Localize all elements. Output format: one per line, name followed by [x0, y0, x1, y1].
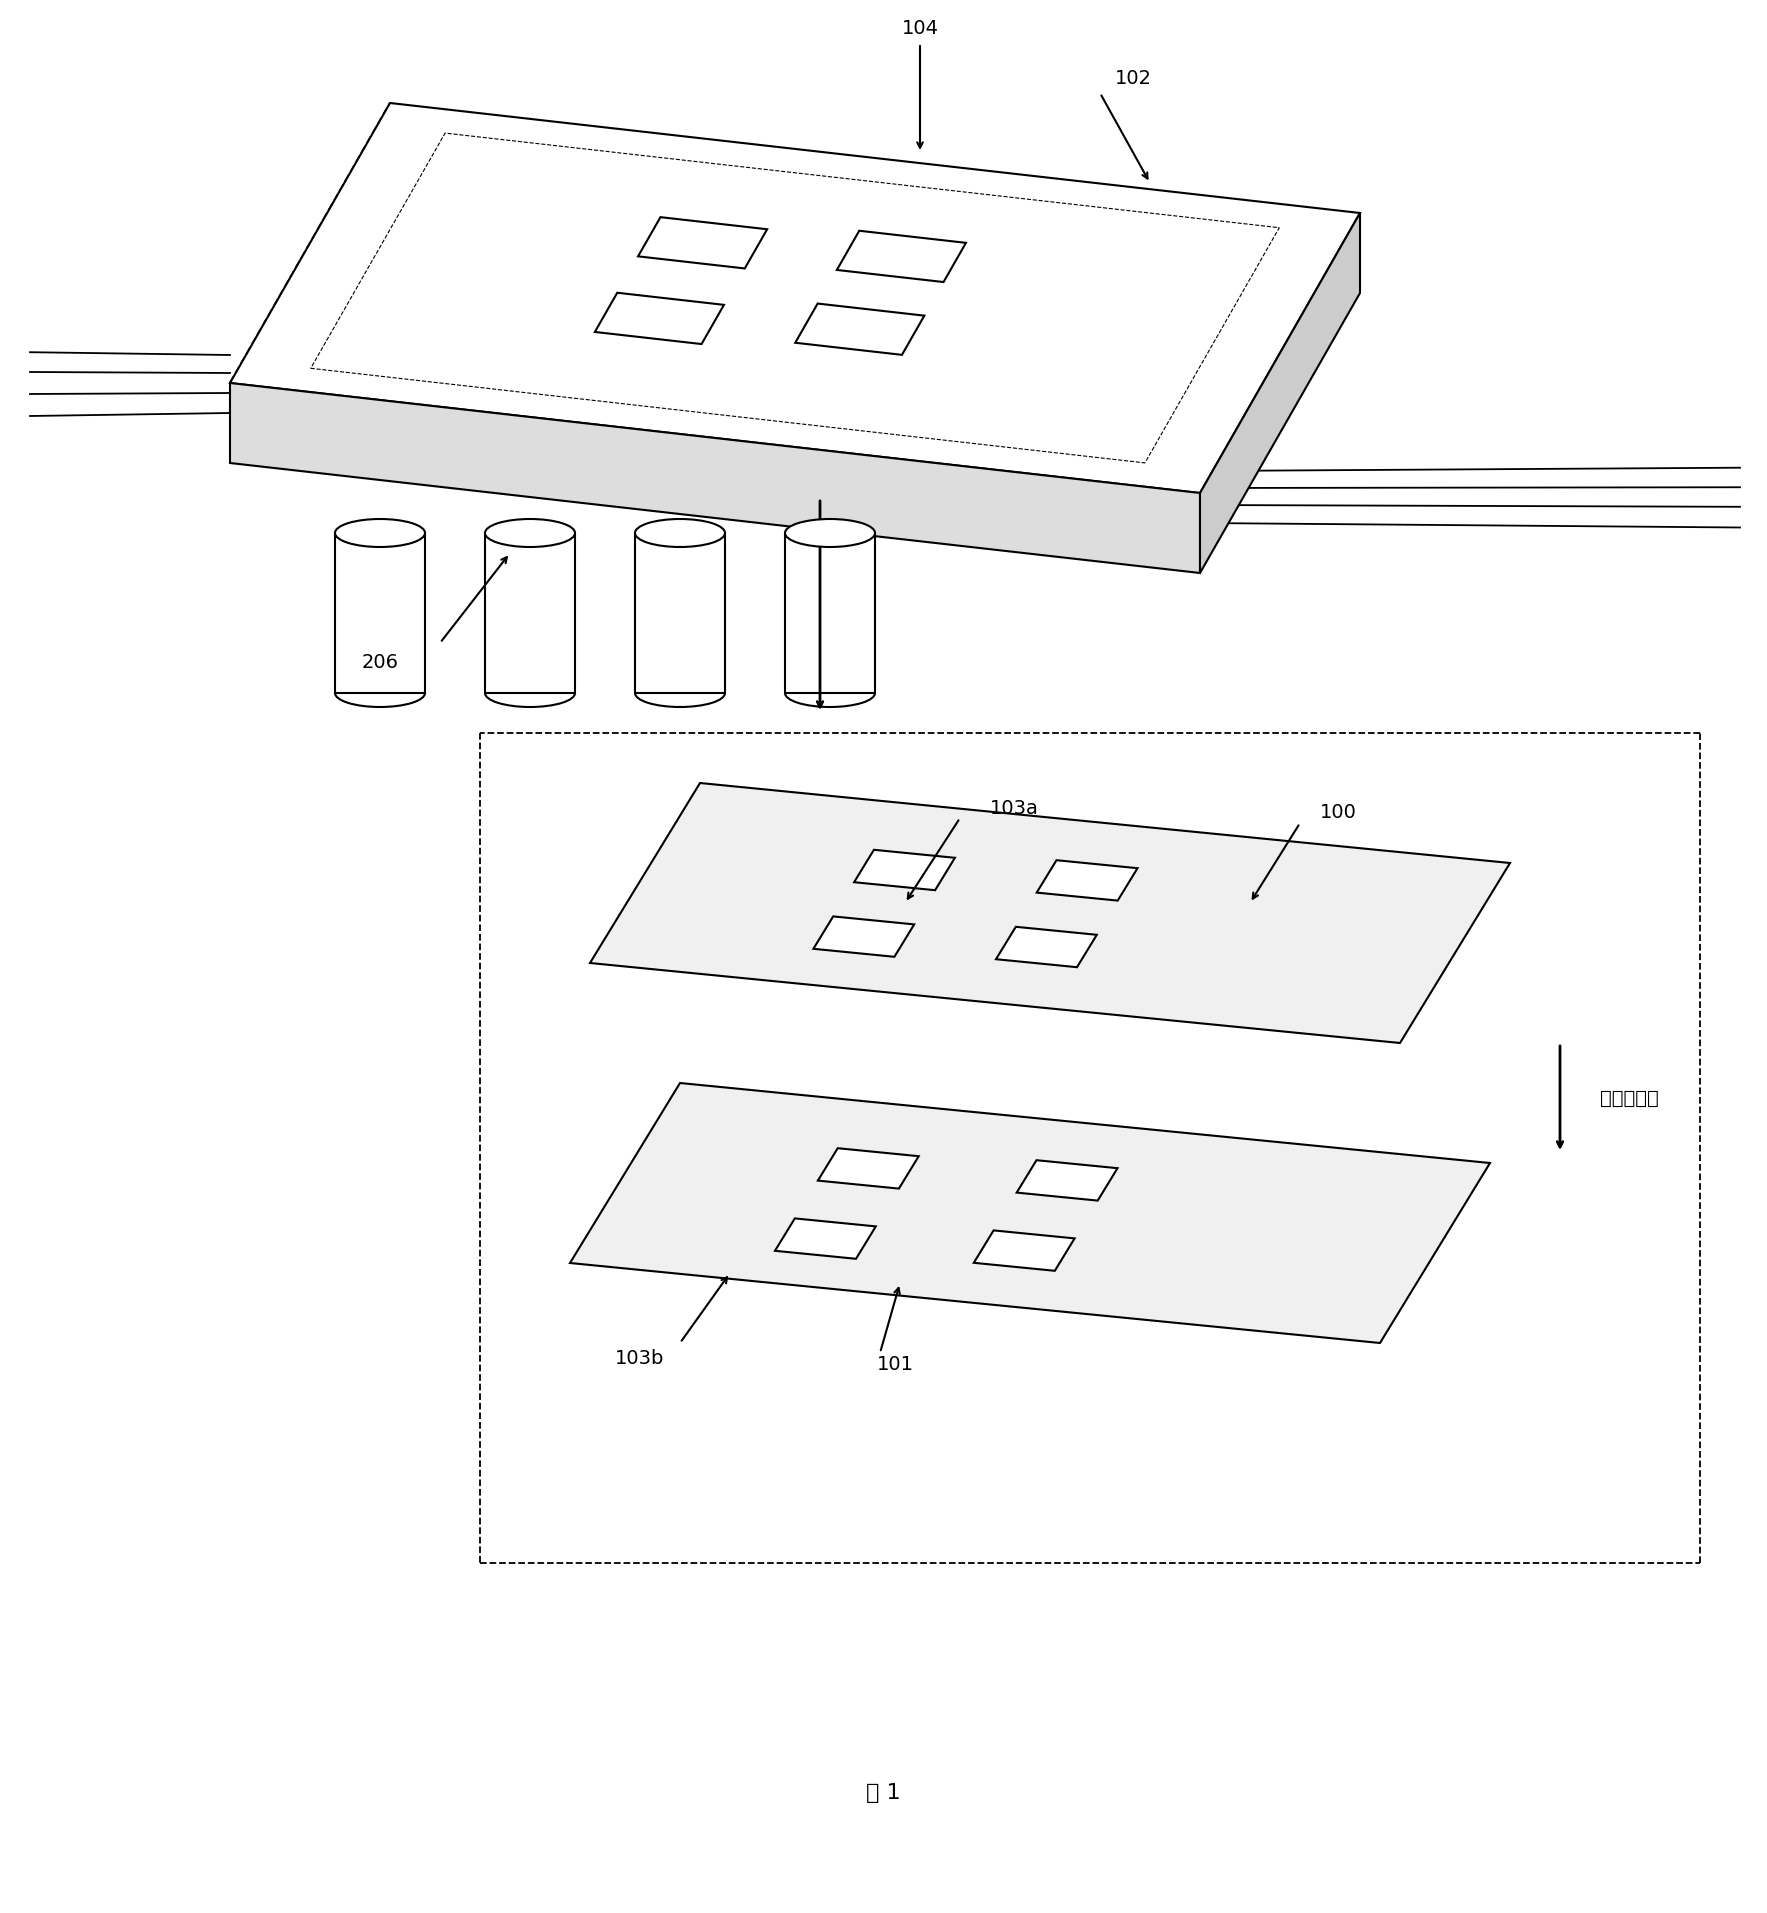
Text: 104: 104 — [901, 19, 938, 38]
Polygon shape — [776, 1219, 876, 1259]
Polygon shape — [785, 534, 875, 693]
Polygon shape — [595, 293, 724, 344]
Text: 103b: 103b — [615, 1349, 664, 1368]
Polygon shape — [571, 1083, 1490, 1343]
Ellipse shape — [336, 518, 426, 547]
Polygon shape — [230, 383, 1200, 574]
Polygon shape — [1016, 1159, 1117, 1201]
Ellipse shape — [785, 518, 875, 547]
Ellipse shape — [634, 518, 724, 547]
Text: 206: 206 — [362, 654, 399, 673]
Polygon shape — [484, 534, 574, 693]
Polygon shape — [974, 1230, 1074, 1270]
Text: 103a: 103a — [990, 798, 1039, 817]
Polygon shape — [1200, 212, 1361, 574]
Text: 102: 102 — [1115, 69, 1152, 88]
Polygon shape — [818, 1148, 919, 1188]
Text: 100: 100 — [1320, 803, 1357, 823]
Polygon shape — [853, 849, 954, 890]
Text: 图 1: 图 1 — [866, 1783, 901, 1802]
Polygon shape — [795, 304, 924, 354]
Polygon shape — [336, 534, 426, 693]
Polygon shape — [1037, 861, 1138, 901]
Polygon shape — [838, 231, 967, 281]
Text: 101: 101 — [876, 1356, 914, 1375]
Polygon shape — [997, 926, 1097, 968]
Text: 对齐，焊接: 对齐，焊接 — [1599, 1088, 1659, 1108]
Polygon shape — [634, 534, 724, 693]
Polygon shape — [590, 782, 1511, 1043]
Polygon shape — [638, 218, 767, 268]
Polygon shape — [813, 916, 914, 956]
Ellipse shape — [484, 518, 574, 547]
Polygon shape — [230, 103, 1361, 494]
